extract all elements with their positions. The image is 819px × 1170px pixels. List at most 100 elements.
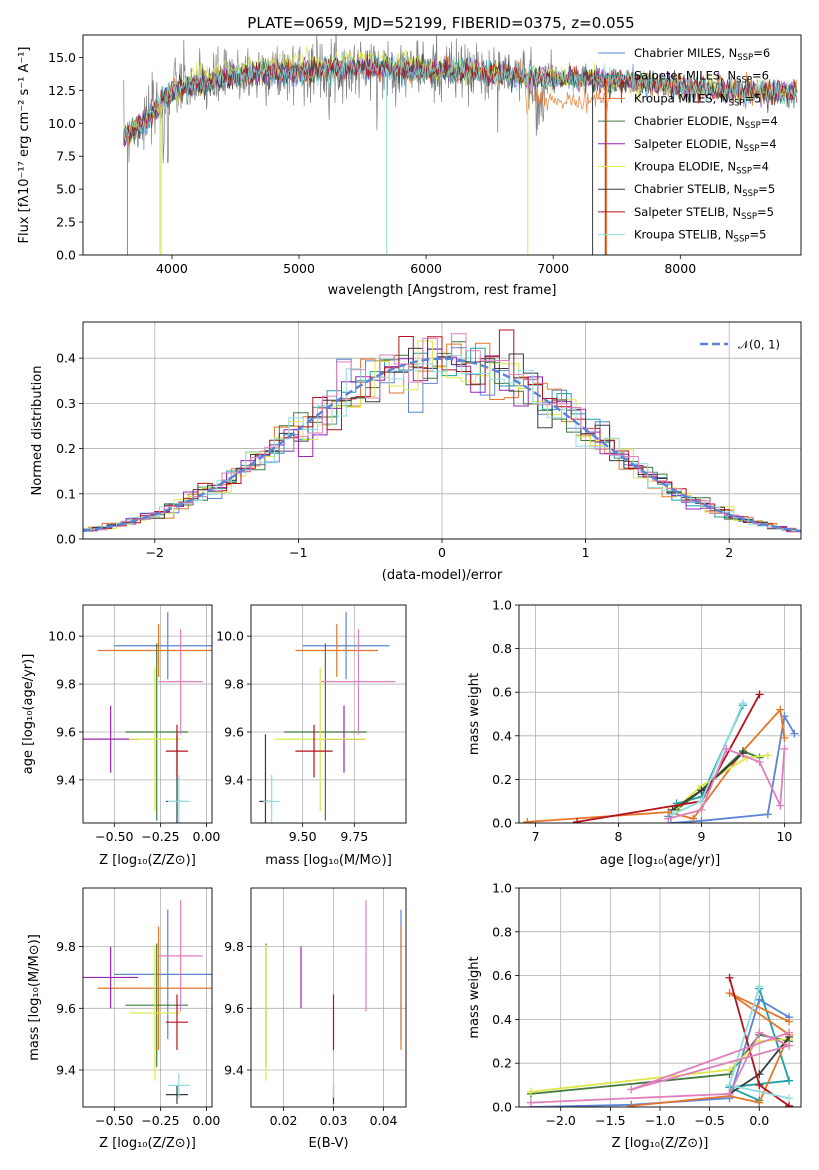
legend-nssp-subscript: SSP (737, 53, 753, 63)
y-tick-label: 9.6 (224, 1001, 244, 1016)
legend-separator: , (729, 114, 736, 128)
histogram-step (87, 355, 801, 531)
legend-nssp-subscript: SSP (744, 144, 760, 154)
x-tick-label: 0.0 (749, 1113, 769, 1128)
panel-z-age: −0.50 −0.25 0.00 9.4 9.6 9.8 10.0 Z [log₁₀(Z/Z⊙… (21, 604, 220, 868)
y-tick-label: 0.4 (492, 1012, 512, 1027)
legend-nssp-label: N (725, 228, 734, 242)
legend-nssp-label: N (727, 69, 736, 83)
y-tick-label: 9.6 (224, 724, 244, 739)
x-tick-label: −2 (146, 545, 164, 560)
legend-equals: = (744, 91, 754, 105)
x-tick-label: −2.0 (546, 1113, 576, 1128)
plot-area (265, 900, 402, 1104)
legend-nssp-value: 5 (759, 228, 766, 242)
x-tick-label: −0.50 (95, 1113, 133, 1128)
legend-separator: , (721, 46, 728, 60)
x-tick-label: 7000 (537, 261, 569, 276)
legend-model-name: Kroupa MILES (634, 91, 713, 105)
legend-separator: , (728, 137, 735, 151)
x-tick-label: 9.50 (289, 829, 317, 844)
panel-age-weight: 7 8 9 10 0.0 0.2 0.4 0.6 0.8 1.0 age [log₁₀(age/yr… (467, 598, 802, 868)
plot-area (123, 35, 798, 255)
legend-nssp-label: N (736, 114, 745, 128)
legend-separator: , (720, 160, 727, 174)
y-tick-label: 9.8 (56, 939, 76, 954)
y-tick-label: 9.6 (56, 724, 76, 739)
x-tick-label: 5000 (283, 261, 315, 276)
legend-model-name: Salpeter STELIB (634, 205, 725, 219)
y-tick-label: 0.4 (492, 728, 512, 743)
legend-entry: Salpeter ELODIE, NSSP=4 (634, 137, 777, 154)
legend-model-name: Salpeter ELODIE (634, 137, 728, 151)
panel-ebv-mass: 0.02 0.03 0.04 9.4 9.6 9.8 E(B-V) (224, 887, 407, 1151)
figure-title: PLATE=0659, MJD=52199, FIBERID=0375, z=0… (247, 14, 634, 32)
y-tick-label: 10.0 (48, 629, 76, 644)
legend-entry: Salpeter MILES, NSSP=6 (634, 69, 769, 86)
x-tick-label: 2 (725, 545, 733, 560)
legend-equals: = (753, 46, 763, 60)
legend-entry: Chabrier ELODIE, NSSP=4 (634, 114, 778, 131)
legend-equals: = (749, 228, 759, 242)
legend-entry: Kroupa ELODIE, NSSP=4 (634, 160, 769, 177)
legend-equals: = (752, 160, 762, 174)
legend-nssp-label: N (727, 160, 736, 174)
x-tick-label: −1.5 (595, 1113, 625, 1128)
x-tick-label: 0.02 (270, 1113, 298, 1128)
legend-entry: Kroupa STELIB, NSSP=5 (634, 228, 766, 245)
panel-z-weight: −2.0 −1.5 −1.0 −0.5 0.0 0.0 0.2 0.4 0.6 0.8 1.0 Z [… (467, 881, 802, 1151)
x-tick-label: −0.5 (694, 1113, 724, 1128)
axes-frame (82, 887, 213, 1108)
y-tick-label: 9.8 (224, 677, 244, 692)
y-tick-label: 1.0 (492, 598, 512, 613)
weight-line (576, 693, 761, 823)
legend-nssp-subscript: SSP (741, 212, 757, 222)
y-tick-label: 9.6 (56, 1001, 76, 1016)
weight-line (676, 754, 768, 809)
legend-nssp-value: 6 (763, 46, 770, 60)
y-tick-label: 15.0 (48, 50, 76, 65)
y-tick-label: 9.4 (224, 1062, 244, 1077)
legend-equals: = (761, 114, 771, 128)
weight-line (668, 747, 786, 820)
x-tick-label: 0.03 (320, 1113, 348, 1128)
x-tick-label: 7 (532, 829, 540, 844)
gaussian-curve (83, 357, 801, 533)
legend-nssp-value: 5 (754, 91, 761, 105)
y-tick-label: 5.0 (56, 182, 76, 197)
y-tick-label: 0.4 (56, 351, 76, 366)
y-axis-label: Flux [fλ10⁻¹⁷ erg cm⁻² s⁻¹ A⁻¹] (17, 47, 32, 244)
y-tick-label: 0.0 (56, 532, 76, 547)
plot-area (83, 900, 212, 1104)
legend-entry: Kroupa MILES, NSSP=5 (634, 91, 761, 108)
weight-line (631, 992, 791, 1107)
y-tick-label: 1.0 (492, 881, 512, 896)
legend-separator: , (726, 182, 733, 196)
plot-area (83, 612, 212, 823)
y-tick-label: 0.0 (492, 816, 512, 831)
legend-nssp-value: 4 (769, 137, 776, 151)
x-axis-label: wavelength [Angstrom, rest frame] (328, 283, 557, 298)
y-tick-label: 0.1 (56, 486, 76, 501)
weight-line (530, 1038, 790, 1093)
legend-separator: , (718, 228, 725, 242)
legend-equals: = (757, 205, 767, 219)
y-axis-label: mass weight (467, 673, 482, 755)
y-tick-label: 12.5 (48, 83, 76, 98)
y-tick-label: 7.5 (56, 149, 76, 164)
y-tick-label: 0.3 (56, 396, 76, 411)
legend-nssp-subscript: SSP (736, 167, 752, 177)
x-axis-label: age [log₁₀(age/yr)] (600, 853, 721, 868)
x-tick-label: 0 (438, 545, 446, 560)
x-tick-label: 0.04 (370, 1113, 398, 1128)
x-tick-label: −0.25 (141, 1113, 179, 1128)
axes-frame (250, 604, 407, 824)
legend-equals: = (758, 182, 768, 196)
y-tick-label: 2.5 (56, 215, 76, 230)
legend-nssp-value: 4 (762, 160, 769, 174)
weight-line (530, 1031, 792, 1104)
legend-nssp-subscript: SSP (745, 121, 761, 131)
axes-frame (82, 34, 802, 256)
legend-model-name: Chabrier MILES (634, 46, 721, 60)
